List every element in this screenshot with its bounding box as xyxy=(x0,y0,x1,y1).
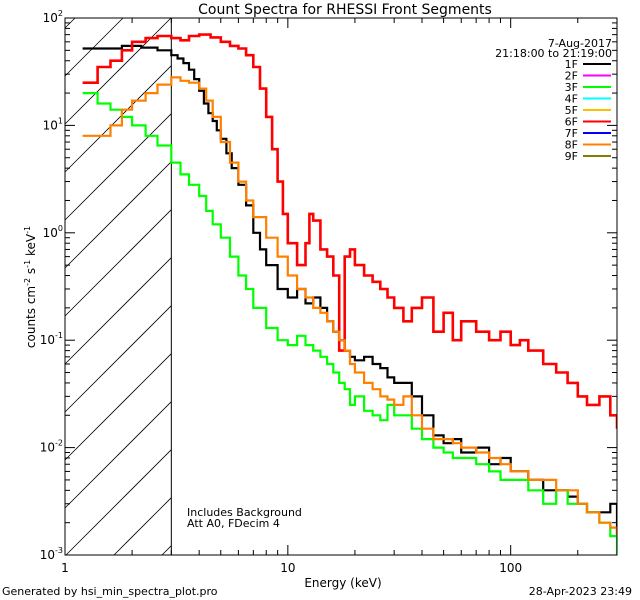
hatch-line-3 xyxy=(64,65,172,173)
legend-time-range: 21:18:00 to 21:19:00 xyxy=(495,47,612,60)
hatch-line-4 xyxy=(64,113,172,221)
chart-title: Count Spectra for RHESSI Front Segments xyxy=(198,2,492,18)
legend-label-5F: 5F xyxy=(565,104,578,117)
y-tick-label-0: 100 xyxy=(43,224,63,240)
hatch-line-13 xyxy=(161,545,172,556)
legend-label-3F: 3F xyxy=(565,81,578,94)
series-line-8F xyxy=(82,76,617,537)
y-tick-label--3: 10-3 xyxy=(40,546,63,562)
hatch-line-10 xyxy=(64,401,172,509)
annotation-background: Includes Background xyxy=(187,506,302,519)
x-tick-labels: 1 10 100 xyxy=(61,561,522,575)
series-line-3F xyxy=(82,92,617,555)
hatch-line-12 xyxy=(113,497,172,556)
legend-date: 7-Aug-2017 xyxy=(548,37,612,50)
legend-label-4F: 4F xyxy=(565,93,578,106)
footer-timestamp: 28-Apr-2023 23:49 xyxy=(529,585,632,598)
legend-label-7F: 7F xyxy=(565,127,578,140)
hatched-region xyxy=(64,17,172,556)
legend-label-2F: 2F xyxy=(565,70,578,83)
hatch-line-5 xyxy=(64,161,172,269)
y-axis-label: counts cm-2 s-1 keV-1 xyxy=(23,226,38,348)
hatch-line-9 xyxy=(64,353,172,461)
footer-generated-by: Generated by hsi_min_spectra_plot.pro xyxy=(2,585,218,598)
y-tick-label--2: 10-2 xyxy=(40,439,63,455)
hatch-line-6 xyxy=(64,209,172,317)
hatch-line-11 xyxy=(65,449,172,556)
y-tick-labels: 10-3 10-2 10-1 100 101 102 xyxy=(40,9,63,562)
hatch-line-7 xyxy=(64,257,172,365)
x-tick-label-1: 1 xyxy=(61,561,69,575)
legend-label-1F: 1F xyxy=(565,58,578,71)
x-tick-label-10: 10 xyxy=(280,561,295,575)
series-line-1F xyxy=(82,44,617,537)
series-line-6F xyxy=(82,33,617,429)
axis-ticks xyxy=(64,17,618,556)
hatch-line-8 xyxy=(64,305,172,413)
legend-label-9F: 9F xyxy=(565,150,578,163)
hatch-line-1 xyxy=(64,17,124,77)
legend-label-6F: 6F xyxy=(565,116,578,129)
annotation-attenuator: Att A0, FDecim 4 xyxy=(187,517,280,530)
y-tick-label--1: 10-1 xyxy=(40,331,63,347)
y-tick-label-1: 101 xyxy=(43,116,63,132)
plot-frame xyxy=(64,17,618,556)
y-tick-label-2: 102 xyxy=(43,9,63,25)
legend-label-8F: 8F xyxy=(565,139,578,152)
series-lines xyxy=(82,33,617,555)
x-axis-label: Energy (keV) xyxy=(304,576,381,590)
hatch-line-2 xyxy=(64,17,172,125)
x-tick-label-100: 100 xyxy=(499,561,522,575)
